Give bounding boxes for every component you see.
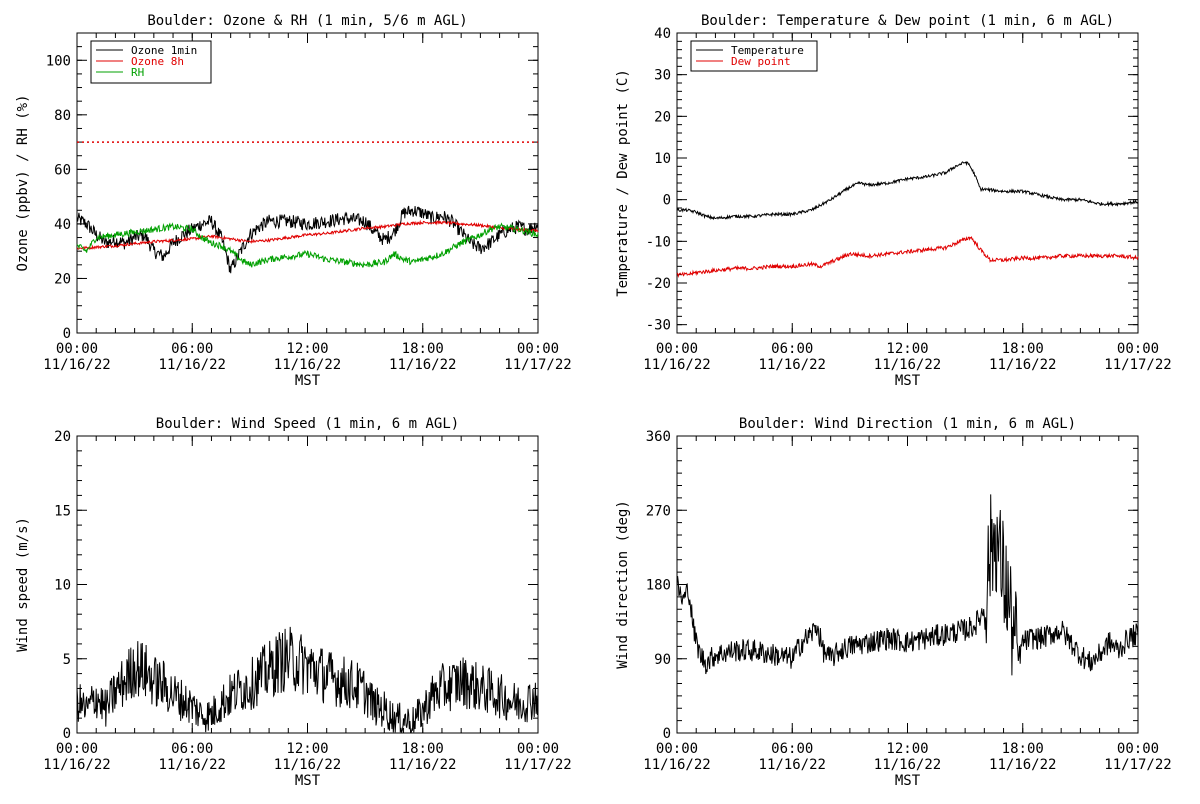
series-line-windspeed — [76, 626, 539, 733]
legend-label: Dew point — [731, 55, 791, 68]
y-tick-label: 30 — [654, 68, 671, 84]
x-tick-time-label: 12:00 — [886, 741, 928, 757]
x-tick-date-label: 11/16/22 — [989, 757, 1056, 773]
series-line-winddir — [676, 494, 1139, 676]
x-tick-time-label: 06:00 — [771, 341, 813, 357]
x-tick-date-label: 11/16/22 — [874, 757, 941, 773]
plot-frame — [676, 435, 1139, 734]
series-line-ozone-1min — [76, 205, 539, 274]
x-axis-label: MST — [295, 773, 321, 789]
y-tick-label: 80 — [54, 108, 71, 124]
chart-title: Boulder: Wind Speed (1 min, 6 m AGL) — [156, 416, 459, 432]
chart-title: Boulder: Ozone & RH (1 min, 5/6 m AGL) — [147, 13, 467, 29]
legend-label: Ozone 8h — [131, 55, 184, 68]
x-tick-date-label: 11/17/22 — [504, 757, 571, 773]
x-tick-date-label: 11/16/22 — [389, 357, 456, 373]
chart-windspeed: Boulder: Wind Speed (1 min, 6 m AGL) 0 5 10… — [15, 416, 572, 789]
chart-title: Boulder: Temperature & Dew point (1 min,… — [701, 13, 1114, 29]
chart-temperature: Boulder: Temperature & Dew point (1 min,… — [615, 13, 1172, 389]
x-tick-date-label: 11/16/22 — [989, 357, 1056, 373]
y-tick-label: 90 — [654, 652, 671, 668]
x-tick-time-label: 12:00 — [286, 741, 328, 757]
y-tick-label: 0 — [663, 726, 671, 742]
x-tick-date-label: 11/16/22 — [159, 757, 226, 773]
y-tick-label: 360 — [646, 429, 671, 445]
y-tick-label: 180 — [646, 578, 671, 594]
x-tick-time-label: 06:00 — [771, 741, 813, 757]
series-line-dew-point — [676, 235, 1139, 278]
y-tick-label: 20 — [654, 109, 671, 125]
x-tick-date-label: 11/17/22 — [504, 357, 571, 373]
plot-frame — [676, 32, 1139, 334]
x-tick-date-label: 11/16/22 — [874, 357, 941, 373]
x-tick-date-label: 11/17/22 — [1104, 357, 1171, 373]
y-tick-label: 270 — [646, 503, 671, 519]
y-tick-label: 20 — [54, 429, 71, 445]
x-tick-time-label: 18:00 — [402, 741, 444, 757]
x-tick-date-label: 11/16/22 — [43, 757, 110, 773]
y-tick-label: 40 — [654, 26, 671, 42]
x-tick-date-label: 11/16/22 — [759, 757, 826, 773]
chart-winddir: Boulder: Wind Direction (1 min, 6 m AGL)… — [615, 416, 1172, 789]
x-axis-label: MST — [295, 373, 321, 389]
x-axis-label: MST — [895, 373, 921, 389]
y-tick-label: 20 — [54, 271, 71, 287]
x-tick-time-label: 00:00 — [1117, 741, 1159, 757]
x-tick-time-label: 00:00 — [656, 741, 698, 757]
series-line-ozone-8h — [76, 219, 539, 251]
legend-label: RH — [131, 66, 144, 79]
legend-box — [90, 40, 212, 84]
x-tick-time-label: 00:00 — [656, 341, 698, 357]
x-tick-date-label: 11/16/22 — [643, 757, 710, 773]
y-tick-label: -10 — [646, 234, 671, 250]
y-tick-label: -20 — [646, 276, 671, 292]
x-tick-time-label: 00:00 — [56, 341, 98, 357]
x-tick-time-label: 18:00 — [1002, 341, 1044, 357]
x-tick-date-label: 11/16/22 — [389, 757, 456, 773]
x-tick-time-label: 12:00 — [886, 341, 928, 357]
series-line-temperature — [676, 161, 1139, 221]
x-tick-date-label: 11/16/22 — [43, 357, 110, 373]
y-tick-label: 0 — [663, 193, 671, 209]
x-tick-time-label: 06:00 — [171, 341, 213, 357]
chart-title: Boulder: Wind Direction (1 min, 6 m AGL) — [739, 416, 1076, 432]
y-tick-label: 10 — [654, 151, 671, 167]
y-tick-label: 0 — [63, 326, 71, 342]
y-axis-label: Wind speed (m/s) — [15, 517, 31, 652]
x-tick-date-label: 11/17/22 — [1104, 757, 1171, 773]
x-tick-date-label: 11/16/22 — [643, 357, 710, 373]
x-tick-date-label: 11/16/22 — [759, 357, 826, 373]
x-tick-time-label: 00:00 — [517, 741, 559, 757]
legend-label: Ozone 1min — [131, 44, 197, 57]
y-tick-label: 40 — [54, 217, 71, 233]
x-tick-date-label: 11/16/22 — [159, 357, 226, 373]
chart-ozone: Boulder: Ozone & RH (1 min, 5/6 m AGL) 0 2… — [15, 13, 572, 389]
x-tick-time-label: 00:00 — [1117, 341, 1159, 357]
y-tick-label: 0 — [63, 726, 71, 742]
series-line-rh — [76, 222, 539, 268]
y-axis-label: Wind direction (deg) — [615, 500, 631, 669]
y-tick-label: 100 — [46, 53, 71, 69]
x-tick-time-label: 00:00 — [517, 341, 559, 357]
x-tick-time-label: 06:00 — [171, 741, 213, 757]
x-tick-date-label: 11/16/22 — [274, 757, 341, 773]
x-axis-label: MST — [895, 773, 921, 789]
legend-label: Temperature — [731, 44, 804, 57]
x-tick-time-label: 18:00 — [402, 341, 444, 357]
x-tick-date-label: 11/16/22 — [274, 357, 341, 373]
y-tick-label: 5 — [63, 652, 71, 668]
x-tick-time-label: 18:00 — [1002, 741, 1044, 757]
x-tick-time-label: 00:00 — [56, 741, 98, 757]
y-axis-label: Ozone (ppbv) / RH (%) — [15, 94, 31, 271]
y-tick-label: 15 — [54, 503, 71, 519]
legend-box — [690, 40, 818, 72]
y-tick-label: 10 — [54, 578, 71, 594]
y-axis-label: Temperature / Dew point (C) — [615, 69, 631, 297]
x-tick-time-label: 12:00 — [286, 341, 328, 357]
y-tick-label: -30 — [646, 318, 671, 334]
y-tick-label: 60 — [54, 162, 71, 178]
